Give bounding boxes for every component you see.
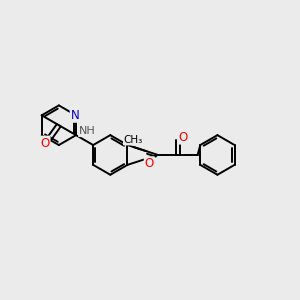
Text: O: O: [178, 130, 188, 144]
Text: NH: NH: [79, 126, 96, 136]
Text: O: O: [145, 157, 154, 170]
Text: O: O: [40, 136, 50, 150]
Text: N: N: [70, 109, 80, 122]
Text: CH₃: CH₃: [124, 135, 143, 145]
